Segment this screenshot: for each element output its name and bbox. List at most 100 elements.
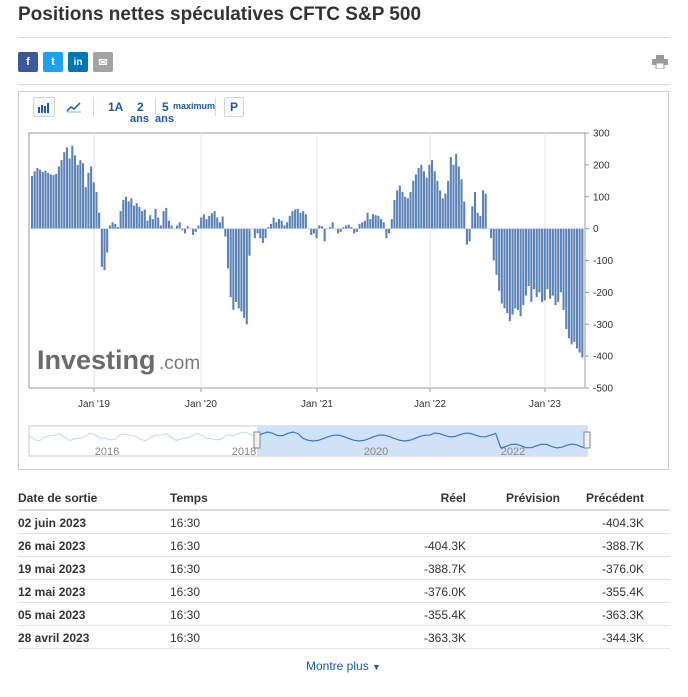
range-5y-unit: ans — [155, 113, 174, 125]
header-forecast[interactable]: Prévision — [505, 491, 560, 505]
row-actual: -376.0K — [423, 585, 466, 599]
bar — [377, 215, 380, 229]
bar — [468, 228, 471, 242]
bar — [334, 228, 337, 230]
bar — [554, 228, 557, 306]
bar — [68, 158, 71, 229]
p-button[interactable]: P — [224, 97, 244, 117]
bar — [412, 180, 415, 229]
bar — [79, 160, 82, 229]
bar — [170, 225, 173, 229]
bar — [73, 155, 77, 229]
p-button-label: P — [229, 100, 238, 114]
range-1y-button[interactable]: 1A — [108, 100, 124, 114]
row-time: 16:30 — [170, 562, 201, 576]
bar-chart-type-button[interactable] — [33, 97, 55, 117]
row-date: 19 mai 2023 — [18, 562, 86, 576]
bar — [194, 228, 197, 232]
bar — [567, 228, 570, 339]
range-max-button[interactable]: maximum — [173, 101, 216, 111]
bar — [565, 228, 568, 330]
navigator-handle[interactable] — [583, 431, 591, 449]
bar — [369, 219, 372, 229]
bar — [267, 227, 270, 229]
row-previous: -376.0K — [601, 562, 644, 576]
row-time: 16:30 — [170, 585, 201, 599]
bar — [60, 160, 63, 229]
table-row: 28 avril 2023 16:30 -363.3K -344.3K — [18, 626, 670, 649]
share-divider — [18, 84, 670, 85]
y-tick-label: 100 — [593, 192, 610, 203]
bar — [71, 145, 74, 229]
print-icon[interactable] — [652, 55, 668, 69]
bar — [573, 228, 576, 342]
bar — [114, 223, 117, 229]
row-previous: -363.3K — [601, 608, 644, 622]
bar — [103, 228, 106, 271]
row-date: 02 juin 2023 — [18, 516, 87, 530]
row-date: 26 mai 2023 — [18, 539, 86, 553]
bar — [146, 220, 149, 229]
bar — [331, 222, 334, 229]
row-date: 28 avril 2023 — [18, 631, 90, 645]
bar — [557, 228, 560, 302]
history-table: Date de sortie Temps Réel Prévision Préc… — [18, 485, 670, 649]
twitter-icon[interactable]: t — [43, 52, 63, 72]
range-2y-button[interactable]: 2 — [137, 100, 144, 114]
bar — [259, 228, 262, 239]
bar — [541, 228, 544, 302]
y-tick-label: -100 — [593, 256, 613, 267]
email-icon[interactable]: ✉ — [93, 52, 113, 72]
toolbar-separator — [215, 98, 216, 116]
bar — [124, 196, 128, 229]
bar — [127, 201, 130, 229]
bar — [417, 168, 420, 229]
show-more-link[interactable]: Montre plus ▼ — [306, 659, 381, 673]
bar — [95, 191, 98, 229]
facebook-icon[interactable]: f — [18, 52, 38, 72]
header-time[interactable]: Temps — [170, 491, 208, 505]
bar — [433, 171, 436, 229]
navigator-handle[interactable] — [253, 431, 261, 449]
bar — [240, 228, 243, 312]
row-actual: -363.3K — [423, 631, 466, 645]
line-chart-type-button[interactable] — [63, 97, 85, 117]
bar — [347, 224, 350, 229]
bar — [361, 222, 364, 229]
bar — [353, 228, 356, 234]
table-row: 19 mai 2023 16:30 -388.7K -376.0K — [18, 557, 670, 580]
range-5y-button[interactable]: 5 — [162, 100, 169, 114]
navigator-tick-label: 2016 — [95, 446, 119, 458]
chart-panel: 1A 2 ans 5 ans maximum P 300 200 100 0 -100 -… — [18, 91, 669, 470]
bar — [546, 228, 549, 290]
bar — [463, 201, 466, 229]
bar — [452, 164, 455, 229]
bar — [291, 211, 294, 229]
navigator-tick-label: 2022 — [501, 446, 525, 458]
bar — [549, 228, 552, 299]
bar — [476, 212, 479, 229]
bar — [320, 226, 323, 229]
show-more-label: Montre plus — [306, 659, 369, 673]
bar — [299, 212, 302, 229]
header-previous[interactable]: Précédent — [585, 491, 644, 505]
bar — [130, 198, 133, 229]
header-date[interactable]: Date de sortie — [18, 491, 98, 505]
navigator-tick-label: 2020 — [364, 446, 388, 458]
bar — [122, 199, 125, 229]
row-time: 16:30 — [170, 539, 201, 553]
bar — [396, 190, 399, 229]
bar — [84, 187, 87, 229]
header-actual[interactable]: Réel — [440, 491, 466, 505]
row-actual: -404.3K — [423, 539, 466, 553]
bar — [358, 223, 361, 229]
bar — [175, 225, 179, 229]
bar — [506, 228, 509, 314]
linkedin-icon[interactable]: in — [68, 52, 88, 72]
bar — [471, 206, 474, 229]
plot-area — [28, 132, 586, 389]
bar — [455, 153, 458, 229]
bar — [401, 191, 404, 229]
bar — [232, 228, 235, 310]
bar — [414, 174, 417, 229]
